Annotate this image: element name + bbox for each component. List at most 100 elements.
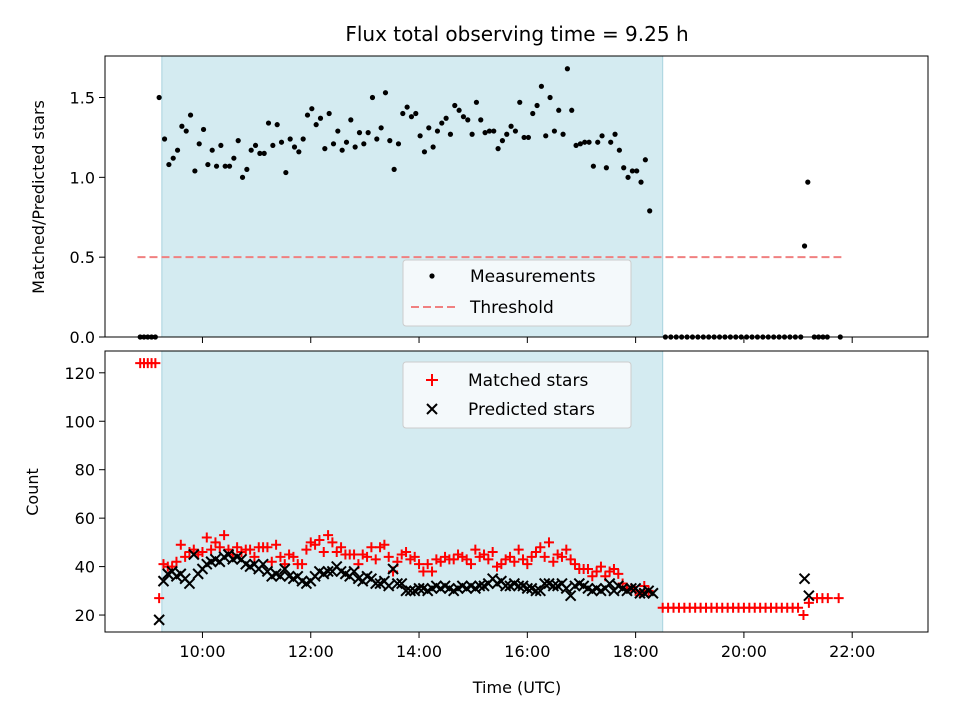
measurement-point [356,130,363,136]
measurement-point [629,168,635,174]
measurement-point [801,243,808,249]
measurement-point [330,141,337,147]
matched-star-point [833,593,844,604]
measurement-point [161,136,168,142]
matched-star-point [539,551,550,562]
measurement-point [361,141,367,147]
measurement-point [482,130,488,136]
matched-star-point [318,547,329,558]
measurement-point [521,134,527,141]
measurement-point [595,139,601,145]
measurement-point [391,166,397,172]
measurement-point [551,128,558,134]
measurement-point [248,147,254,153]
predicted-star-point [512,580,525,592]
matched-star-point [422,559,433,570]
x-tick-label: 18:00 [613,642,659,661]
count-legend-box [402,361,632,429]
measurement-point [179,123,185,129]
measurement-point [421,149,428,155]
count-plot-frame [104,350,929,633]
measurement-point [530,110,536,117]
matched-star-point [561,544,572,555]
measurement-point [447,131,454,137]
matched-star-point [803,597,814,608]
measurement-point [805,179,811,185]
measurement-point [226,163,233,169]
measurement-point [625,174,631,180]
matched-star-point [383,551,394,562]
matched-star-point [466,559,477,570]
ratio-axis-ticks: 0.0 0.5 1.0 1.5 [70,89,853,347]
measurement-point [534,102,540,109]
y-tick-label: 120 [64,364,95,383]
measurement-point [404,104,410,110]
matched-star-point [262,542,273,553]
matched-star-point [297,559,308,570]
predicted-star-point [157,575,170,587]
measurement-point [257,150,263,156]
y-tick-label: 80 [75,461,95,480]
matched-star-point [370,554,381,565]
measurement-point [378,125,384,131]
x-tick-label: 10:00 [179,642,225,661]
legend-predicted-label: Predicted stars [468,400,595,420]
predicted-star-point [188,548,200,561]
count-panel: 10:00 12:00 14:00 16:00 18:00 20:00 22:00 20 40 6… [23,350,929,697]
measurement-point [634,168,640,174]
measurement-point [612,131,618,137]
measurement-point [343,139,350,145]
measurement-point [525,134,532,141]
measurement-point [413,110,419,117]
predicted-star-point [387,563,399,575]
measurement-point [239,174,246,180]
measurement-point [222,163,228,169]
x-tick-label: 14:00 [396,642,442,661]
predicted-star-point [413,582,425,595]
measurement-point [261,150,267,156]
measurement-point [156,94,162,101]
measurement-point [283,169,289,176]
predicted-star-point [647,587,659,599]
measurement-point [196,141,202,147]
predicted-star-point [473,580,486,592]
x-tick-label: 22:00 [829,642,875,661]
matched-star-point [271,539,282,550]
measurement-point [400,110,406,117]
predicted-star-point [603,577,616,590]
matched-star-point [314,534,325,545]
legend-matched-marker [426,374,438,386]
measurement-point [564,66,570,72]
predicted-star-point [564,589,577,602]
matched-star-point [301,544,312,555]
predicted-star-point [153,614,165,626]
count-series [135,358,844,626]
predicted-star-point [257,558,269,570]
predicted-star-point [383,580,395,592]
matched-star-point [349,549,360,560]
ratio-legend-box [402,259,632,327]
count-legend: Matched stars Predicted stars [402,361,632,429]
matched-star-point [595,561,606,572]
measurement-point [499,138,506,144]
x-tick-label: 12:00 [288,642,334,661]
measurement-point [270,142,276,149]
predicted-star-point [183,577,196,590]
measurement-point [313,122,319,128]
measurement-point [287,136,293,142]
y-tick-label: 100 [64,412,95,431]
predicted-star-point [798,572,811,585]
matched-star-point [219,530,230,541]
measurement-point [439,120,445,126]
measurement-point [291,144,298,150]
measurement-point [265,120,272,126]
measurement-point [452,102,458,109]
predicted-star-point [625,582,637,595]
measurement-point [460,114,467,120]
matched-star-point [288,551,299,562]
matched-star-point [214,542,225,553]
x-tick-label: 16:00 [504,642,550,661]
measurement-point [300,136,306,142]
predicted-star-point [803,589,815,602]
